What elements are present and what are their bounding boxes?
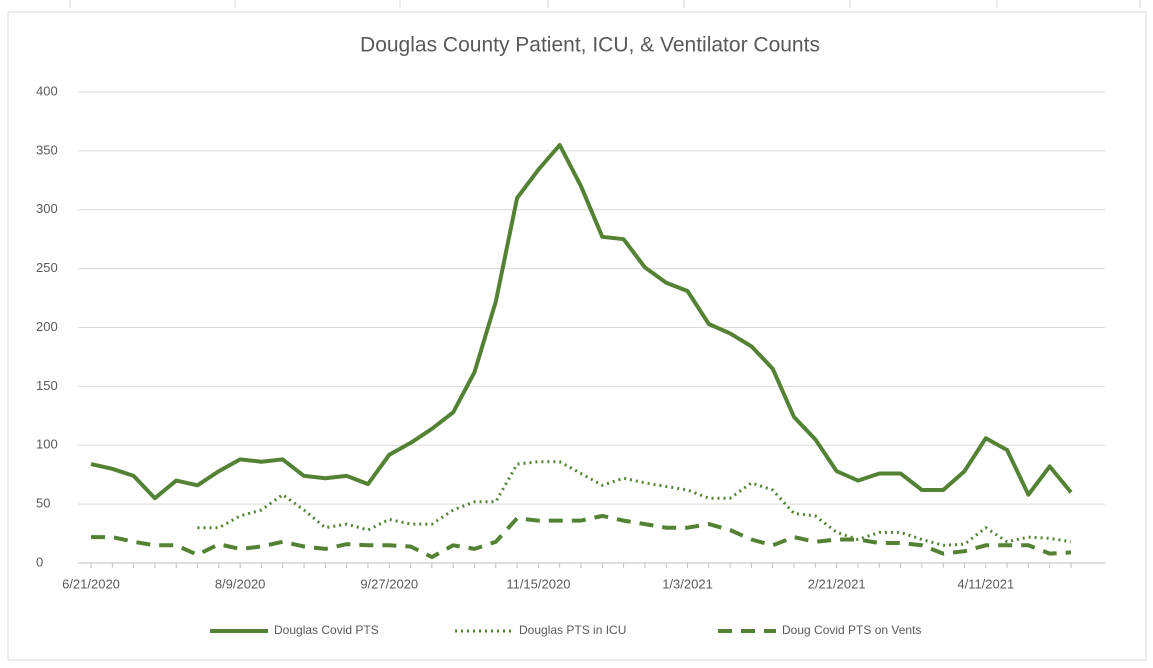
legend-label: Douglas Covid PTS <box>274 623 379 637</box>
x-tick-label: 11/15/2020 <box>506 576 570 591</box>
x-tick-label: 1/3/2021 <box>662 576 713 591</box>
series-line <box>91 513 1072 560</box>
x-tick-label: 8/9/2020 <box>215 576 266 591</box>
y-tick-label: 200 <box>36 319 58 334</box>
y-tick-label: 100 <box>36 437 58 452</box>
legend-label: Doug Covid PTS on Vents <box>782 623 921 637</box>
series-line <box>90 143 1073 501</box>
y-tick-label: 0 <box>36 554 43 569</box>
sheet-grid <box>69 0 1141 8</box>
x-tick-label: 6/21/2020 <box>62 576 120 591</box>
legend-label: Douglas PTS in ICU <box>519 623 626 637</box>
x-tick-label: 9/27/2020 <box>360 576 418 591</box>
x-tick-label: 2/21/2021 <box>808 576 866 591</box>
x-tick-label: 4/11/2021 <box>957 576 1014 591</box>
y-tick-label: 250 <box>36 260 58 275</box>
y-tick-label: 150 <box>36 378 58 393</box>
y-tick-label: 50 <box>36 496 50 511</box>
y-tick-label: 300 <box>36 201 58 216</box>
y-tick-label: 350 <box>36 142 58 157</box>
chart-title: Douglas County Patient, ICU, & Ventilato… <box>360 34 820 57</box>
y-tick-label: 400 <box>36 83 58 98</box>
